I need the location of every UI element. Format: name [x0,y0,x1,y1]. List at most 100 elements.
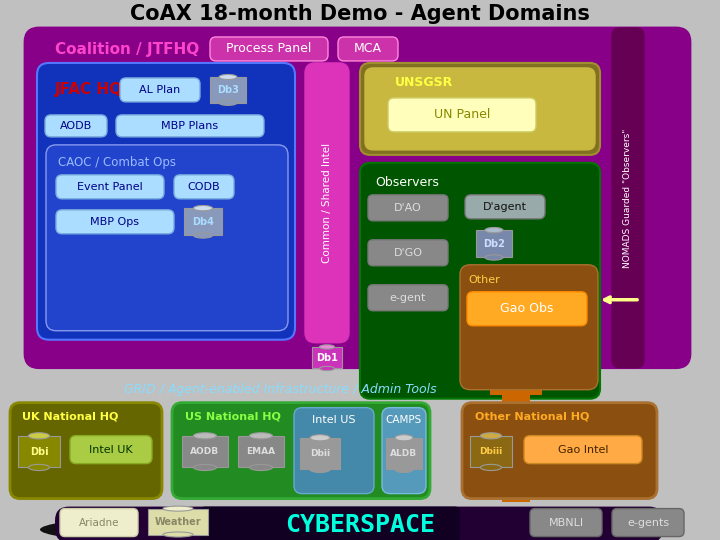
Text: MBP Plans: MBP Plans [161,121,219,131]
Text: ALDB: ALDB [390,449,418,458]
Text: D'AO: D'AO [394,203,422,213]
Text: D'agent: D'agent [483,202,527,212]
FancyBboxPatch shape [612,509,684,537]
Bar [312,347,342,368]
FancyBboxPatch shape [46,145,288,330]
FancyBboxPatch shape [10,403,162,498]
Text: Ariadne: Ariadne [78,517,120,528]
Text: AODB: AODB [60,121,92,131]
FancyBboxPatch shape [70,436,152,464]
Bar [502,390,530,502]
FancyBboxPatch shape [368,240,448,266]
FancyBboxPatch shape [612,28,644,368]
Ellipse shape [485,227,503,233]
Ellipse shape [29,433,50,439]
Ellipse shape [250,433,272,439]
Bar [184,208,222,235]
Ellipse shape [194,433,217,439]
Ellipse shape [163,532,193,537]
FancyBboxPatch shape [200,507,460,540]
FancyBboxPatch shape [25,28,690,368]
Text: Dbi: Dbi [30,447,48,457]
Text: GRID / Agent-enabled Infrastructure / Admin Tools: GRID / Agent-enabled Infrastructure / Ad… [124,383,436,396]
Ellipse shape [480,464,502,470]
Text: CYBERSPACE: CYBERSPACE [285,512,435,537]
Text: CODB: CODB [188,182,220,192]
FancyBboxPatch shape [360,63,600,155]
FancyBboxPatch shape [56,175,164,199]
Bar [476,230,512,258]
Text: Weather: Weather [155,517,202,526]
Text: US National HQ: US National HQ [185,411,281,422]
Text: Coalition / JTFHQ: Coalition / JTFHQ [55,43,199,57]
Bar [300,438,340,469]
Ellipse shape [395,435,413,441]
Text: NOMADS Guarded "Observers": NOMADS Guarded "Observers" [624,128,632,267]
FancyBboxPatch shape [382,408,426,494]
Text: MBNLI: MBNLI [549,517,584,528]
Text: Intel UK: Intel UK [89,444,132,455]
Ellipse shape [480,433,502,439]
FancyBboxPatch shape [388,98,536,132]
FancyBboxPatch shape [338,37,398,61]
Ellipse shape [194,233,212,238]
Text: Db2: Db2 [483,239,505,249]
Text: Other: Other [468,275,500,285]
FancyBboxPatch shape [56,210,174,234]
Ellipse shape [250,464,272,470]
FancyBboxPatch shape [465,195,545,219]
Text: UN Panel: UN Panel [434,109,490,122]
Ellipse shape [219,100,237,105]
Text: CAOC / Combat Ops: CAOC / Combat Ops [58,157,176,170]
Text: MBP Ops: MBP Ops [91,217,140,227]
Text: EMAA: EMAA [246,447,276,456]
FancyBboxPatch shape [120,78,200,102]
Text: Db3: Db3 [217,85,239,95]
Text: Gao Obs: Gao Obs [500,302,554,315]
Text: Gao Intel: Gao Intel [558,444,608,455]
Bar [148,509,208,535]
Text: Common / Shared Intel: Common / Shared Intel [322,143,332,263]
FancyBboxPatch shape [55,507,663,540]
Ellipse shape [219,75,237,79]
Text: Dbiii: Dbiii [480,447,503,456]
Ellipse shape [310,435,330,441]
FancyBboxPatch shape [116,115,264,137]
FancyBboxPatch shape [467,292,587,326]
Ellipse shape [29,464,50,470]
Ellipse shape [163,506,193,511]
Text: CAMPS: CAMPS [386,415,422,424]
Bar [490,383,542,395]
Text: Event Panel: Event Panel [77,182,143,192]
Bar [386,438,422,469]
Ellipse shape [194,464,217,470]
Text: AL Plan: AL Plan [140,85,181,95]
Text: Dbii: Dbii [310,449,330,458]
Ellipse shape [320,367,335,370]
FancyBboxPatch shape [37,63,295,340]
FancyBboxPatch shape [524,436,642,464]
Text: Db4: Db4 [192,217,214,227]
Text: AODB: AODB [190,447,220,456]
Bar [238,436,284,468]
Text: Process Panel: Process Panel [226,43,312,56]
Ellipse shape [320,345,335,349]
Text: CoAX 18-month Demo - Agent Domains: CoAX 18-month Demo - Agent Domains [130,4,590,24]
FancyBboxPatch shape [460,265,598,390]
Text: D'GO: D'GO [394,248,423,258]
Ellipse shape [310,467,330,472]
FancyBboxPatch shape [174,175,234,199]
Text: UK National HQ: UK National HQ [22,411,118,422]
Text: e-gent: e-gent [390,293,426,303]
Ellipse shape [194,206,212,211]
Text: Other National HQ: Other National HQ [475,411,590,422]
FancyBboxPatch shape [294,408,374,494]
FancyBboxPatch shape [368,195,448,221]
FancyBboxPatch shape [360,163,600,399]
Text: Observers: Observers [375,177,439,190]
Text: e-gents: e-gents [627,517,669,528]
FancyBboxPatch shape [462,403,657,498]
Text: JFAC HQ: JFAC HQ [55,83,123,97]
Ellipse shape [485,255,503,260]
FancyBboxPatch shape [172,403,430,498]
